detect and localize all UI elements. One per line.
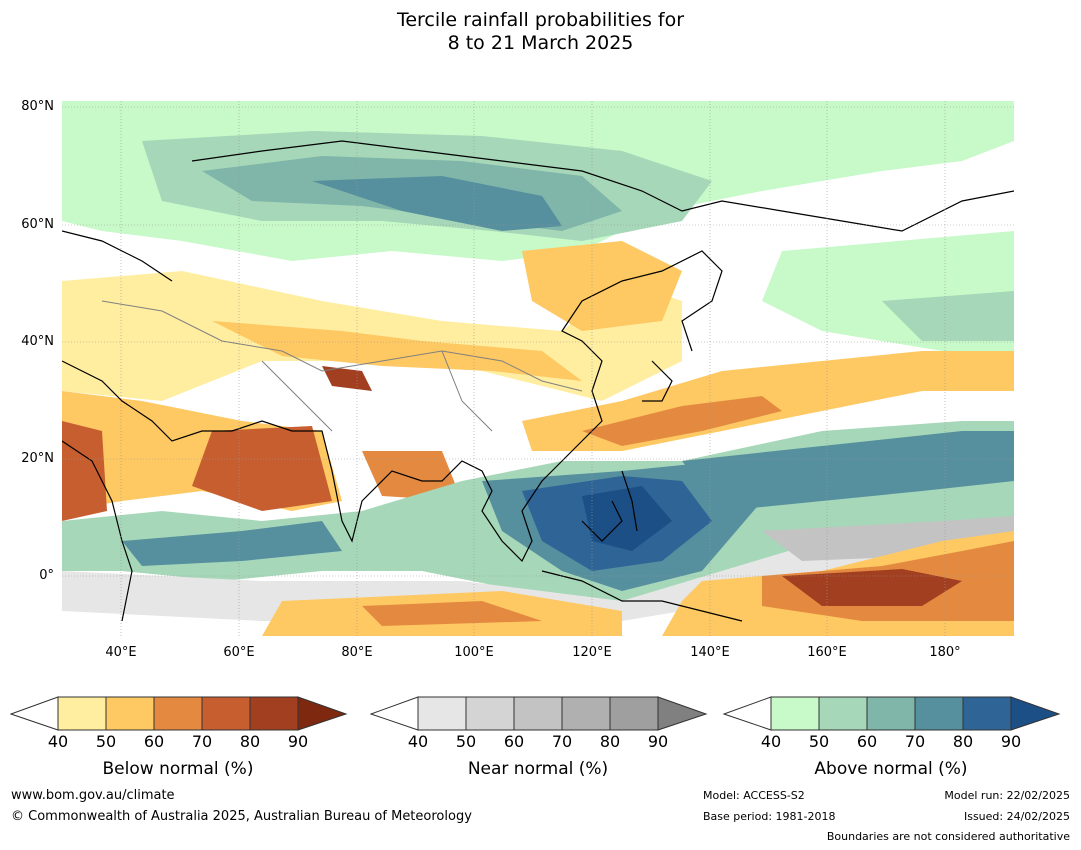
- lat-label-60n: 60°N: [21, 217, 54, 232]
- region-below-china: [522, 241, 682, 331]
- colorbar-near-bin-2: [465, 696, 515, 731]
- lat-label-20n: 20°N: [21, 451, 54, 466]
- colorbar-above-tick: 70: [904, 732, 926, 751]
- rainfall-probability-map: [62, 101, 1014, 636]
- colorbar-below-title: Below normal (%): [102, 759, 254, 779]
- coastlines: [62, 140, 1014, 622]
- graticule: [62, 101, 1014, 636]
- footer-issued: Issued: 24/02/2025: [963, 810, 1070, 823]
- region-below-tibet: [322, 366, 372, 391]
- colorbar-above-bin-3: [866, 696, 916, 731]
- colorbar-above-tick: 60: [856, 732, 878, 751]
- region-below-india: [192, 426, 332, 511]
- colorbar-near-tick: 50: [455, 732, 477, 751]
- lon-label-80e: 80°E: [341, 645, 373, 660]
- colorbar-below-bin-2: [105, 696, 155, 731]
- colorbar-above-lower-extend: [722, 696, 772, 731]
- region-below-centralasia-2: [212, 321, 582, 381]
- colorbar-above-tick: 90: [1000, 732, 1022, 751]
- lat-label-0: 0°: [39, 568, 54, 583]
- colorbar-above-bin-1: [770, 696, 820, 731]
- colorbar-near-bin-4: [561, 696, 611, 731]
- colorbar-above: [722, 696, 1063, 736]
- footer-model: Model: ACCESS-S2: [703, 789, 805, 802]
- footer-copyright: © Commonwealth of Australia 2025, Austra…: [11, 809, 472, 824]
- borders: [101, 300, 583, 432]
- colorbar-near-title: Near normal (%): [467, 759, 609, 779]
- colorbar-near-bin-1: [417, 696, 467, 731]
- colorbar-below-tick: 40: [47, 732, 69, 751]
- region-above-pacific-band: [682, 431, 1014, 511]
- lat-label-40n: 40°N: [21, 334, 54, 349]
- region-near-south: [62, 521, 1014, 621]
- colorbar-below-tick: 50: [95, 732, 117, 751]
- lon-label-120e: 120°E: [572, 645, 612, 660]
- colorbar-below-upper-extend: [297, 696, 348, 731]
- lon-label-40e: 40°E: [105, 645, 137, 660]
- colorbar-near-bin-5: [609, 696, 659, 731]
- colorbar-near: [369, 696, 710, 736]
- footer-model-run: Model run: 22/02/2025: [944, 789, 1070, 802]
- colorbar-below-svg: [9, 696, 348, 731]
- colorbar-near-tick: 80: [599, 732, 621, 751]
- colorbar-below-bin-3: [153, 696, 203, 731]
- title-line-2: 8 to 21 March 2025: [447, 32, 634, 54]
- colorbar-above-title: Above normal (%): [814, 759, 968, 779]
- colorbar-above-tick: 80: [952, 732, 974, 751]
- colorbar-near-tick: 40: [407, 732, 429, 751]
- region-below-africa-horn: [62, 421, 107, 521]
- colorbar-above-bin-5: [962, 696, 1012, 731]
- colorbar-near-tick: 90: [647, 732, 669, 751]
- colorbar-near-upper-extend: [657, 696, 708, 731]
- lon-label-160e: 160°E: [807, 645, 847, 660]
- colorbar-above-tick: 40: [760, 732, 782, 751]
- colorbar-near-lower-extend: [369, 696, 419, 731]
- region-above-npacific-2: [882, 291, 1014, 341]
- footer-boundaries-note: Boundaries are not considered authoritat…: [826, 830, 1070, 843]
- lat-label-80n: 80°N: [21, 99, 54, 114]
- colorbar-above-svg: [722, 696, 1061, 731]
- colorbar-above-upper-extend: [1010, 696, 1061, 731]
- colorbar-below-tick: 80: [239, 732, 261, 751]
- region-below-eastchina-core: [582, 396, 782, 446]
- lon-label-180: 180°: [929, 645, 961, 660]
- colorbar-above-bin-4: [914, 696, 964, 731]
- colorbar-near-svg: [369, 696, 708, 731]
- colorbar-below: [9, 696, 350, 736]
- lon-label-140e: 140°E: [690, 645, 730, 660]
- map-svg: [62, 101, 1014, 636]
- colorbar-below-tick: 70: [191, 732, 213, 751]
- colorbar-below-bin-4: [201, 696, 251, 731]
- colorbar-below-tick: 90: [287, 732, 309, 751]
- colorbar-above-bin-2: [818, 696, 868, 731]
- colorbar-below-tick: 60: [143, 732, 165, 751]
- colorbar-near-bin-3: [513, 696, 563, 731]
- colorbar-near-tick: 70: [551, 732, 573, 751]
- footer-url[interactable]: www.bom.gov.au/climate: [11, 788, 175, 803]
- lon-label-100e: 100°E: [454, 645, 494, 660]
- colorbar-below-bin-1: [57, 696, 107, 731]
- map-title: Tercile rainfall probabilities for 8 to …: [0, 9, 1081, 55]
- colorbar-near-tick: 60: [503, 732, 525, 751]
- colorbar-above-tick: 50: [808, 732, 830, 751]
- footer-base-period: Base period: 1981-2018: [703, 810, 836, 823]
- region-above-core: [582, 486, 672, 551]
- title-line-1: Tercile rainfall probabilities for: [396, 9, 685, 31]
- colorbar-below-bin-5: [249, 696, 299, 731]
- region-below-indianocean-south-2: [362, 601, 542, 626]
- lon-label-60e: 60°E: [223, 645, 255, 660]
- region-above-indianocean: [122, 521, 342, 566]
- colorbar-below-lower-extend: [9, 696, 59, 731]
- region-above-siberia-dark: [312, 176, 562, 231]
